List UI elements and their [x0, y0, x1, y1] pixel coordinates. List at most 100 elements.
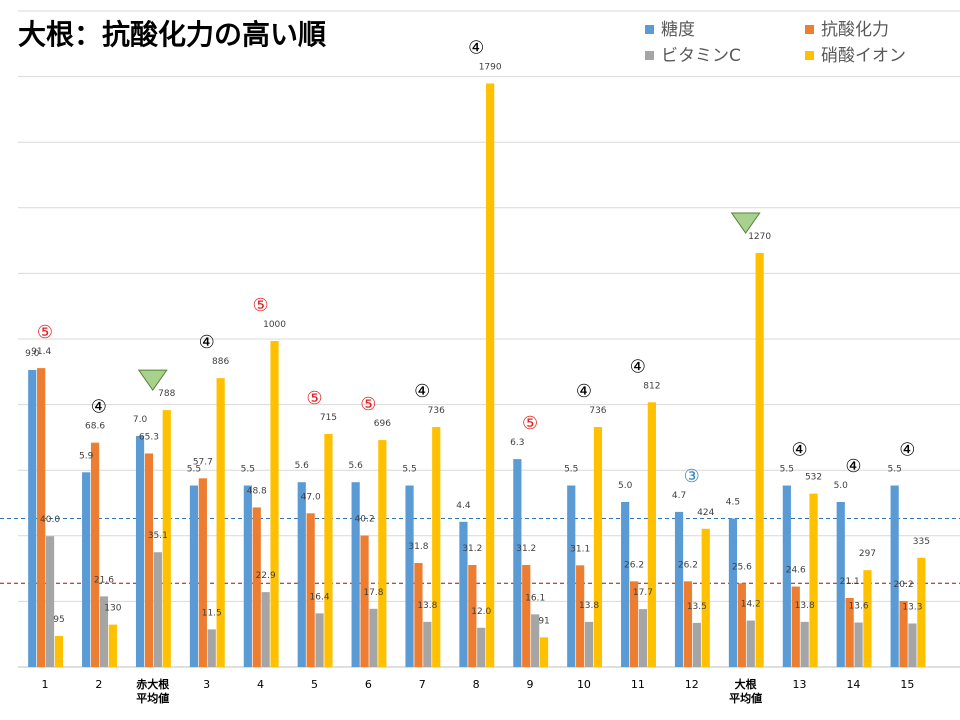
data-label: 130: [104, 604, 121, 614]
bar: [737, 583, 746, 667]
data-label: 5.6: [348, 461, 363, 471]
x-tick-label: 15: [900, 678, 914, 691]
bar: [108, 624, 117, 667]
rank-mark: ④: [414, 381, 430, 402]
data-label: 1000: [263, 320, 286, 330]
data-label: 31.2: [462, 544, 482, 554]
bar: [899, 600, 908, 667]
bar: [890, 485, 899, 667]
data-label: 16.4: [310, 592, 330, 602]
bar: [207, 629, 216, 667]
bar: [189, 485, 199, 667]
bar: [405, 485, 414, 667]
bar: [297, 482, 306, 667]
data-label: 9.0: [25, 349, 40, 359]
data-label: 4.5: [726, 498, 740, 508]
data-label: 6.3: [510, 438, 524, 448]
bar: [54, 636, 64, 667]
bar: [468, 564, 477, 667]
x-tick-label: 7: [419, 678, 426, 691]
bar: [576, 565, 585, 667]
data-label: 21.1: [840, 577, 860, 587]
data-label: 31.8: [408, 542, 428, 552]
rank-mark: ④: [899, 440, 915, 461]
bar: [45, 536, 55, 667]
bar: [99, 596, 109, 667]
x-tick-label: 5: [311, 678, 318, 691]
rank-mark: ⑤: [522, 413, 538, 434]
bar: [37, 368, 46, 667]
bar: [647, 402, 656, 667]
data-label: 736: [428, 406, 445, 416]
bar: [378, 440, 387, 667]
data-label: 40.0: [40, 515, 60, 525]
bar: [908, 623, 917, 667]
data-label: 7.0: [133, 415, 148, 425]
data-label: 14.2: [741, 600, 761, 610]
data-label: 424: [697, 508, 714, 518]
data-label: 4.4: [456, 501, 471, 511]
data-label: 5.0: [618, 481, 633, 491]
x-tick-label: 平均値: [136, 691, 169, 705]
bar: [629, 581, 639, 667]
average-marker: [730, 212, 761, 234]
data-label: 5.5: [564, 465, 578, 475]
bar: [621, 502, 630, 667]
bar: [82, 472, 91, 667]
data-label: 13.3: [902, 603, 922, 613]
data-label: 40.2: [355, 515, 375, 525]
bar: [28, 370, 37, 667]
data-label: 335: [913, 537, 930, 547]
data-label: 13.5: [687, 602, 707, 612]
data-label: 47.0: [301, 492, 321, 502]
data-label: 788: [158, 389, 175, 399]
data-label: 24.6: [786, 566, 806, 576]
x-tick-label: 1: [41, 678, 48, 691]
data-label: 13.8: [579, 601, 599, 611]
bar: [306, 513, 315, 667]
data-label: 25.6: [732, 562, 752, 572]
bar: [360, 535, 369, 667]
legend-swatch: [805, 51, 814, 60]
legend-entry: 抗酸化力: [821, 20, 889, 40]
bar: [845, 598, 854, 667]
bar: [584, 621, 594, 667]
data-label: 1270: [748, 232, 771, 242]
rank-mark: ⑤: [252, 295, 268, 316]
data-label: 26.2: [678, 560, 698, 570]
x-tick-label: 3: [203, 678, 210, 691]
data-label: 13.8: [417, 601, 437, 611]
data-label: 17.7: [633, 588, 653, 598]
bar: [593, 427, 603, 667]
rank-mark: ④: [468, 37, 484, 58]
average-marker: [137, 369, 168, 391]
rank-mark: ④: [576, 381, 592, 402]
bar: [782, 485, 791, 667]
rank-mark: ④: [199, 332, 215, 353]
bar: [162, 410, 171, 667]
bar: [351, 482, 360, 667]
data-label: 17.8: [363, 588, 383, 598]
bar: [153, 552, 162, 667]
data-label: 1790: [479, 62, 502, 72]
x-tick-label: 2: [95, 678, 102, 691]
bar: [369, 608, 378, 667]
x-tick-label: 赤大根: [136, 677, 170, 691]
bar: [135, 436, 145, 667]
bar: [683, 581, 693, 667]
bar: [423, 621, 432, 667]
rank-mark: ⑤: [37, 322, 53, 343]
data-label: 21.6: [94, 575, 114, 585]
data-label: 31.1: [570, 544, 590, 554]
data-label: 715: [320, 413, 337, 423]
data-label: 5.5: [187, 465, 201, 475]
bar: [674, 511, 684, 667]
data-label: 297: [859, 549, 876, 559]
bar: [522, 564, 531, 667]
data-label: 5.6: [295, 461, 310, 471]
x-tick-label: 平均値: [729, 691, 762, 705]
bar: [432, 427, 441, 667]
bar: [198, 478, 207, 667]
